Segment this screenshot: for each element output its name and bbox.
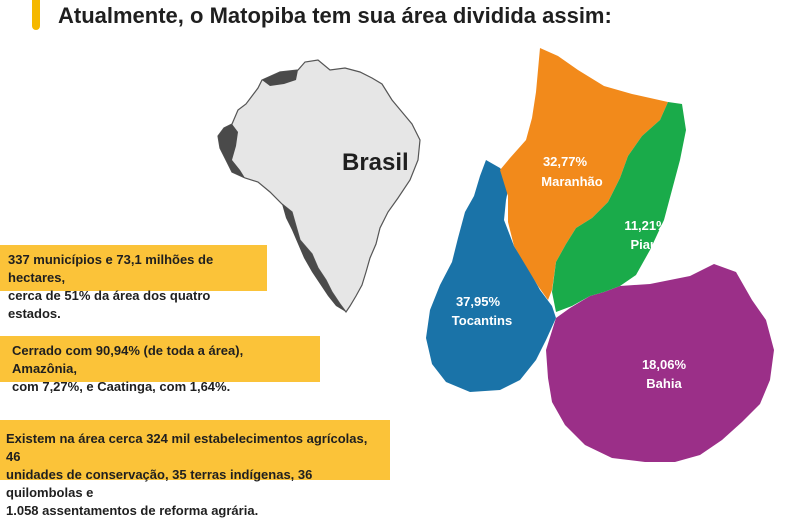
label-bahia-name: Bahia <box>646 376 682 391</box>
page-title: Atualmente, o Matopiba tem sua área divi… <box>58 3 612 28</box>
label-piaui-percent: 11,21% <box>624 218 668 233</box>
info-box-line: 337 municípios e 73,1 milhões de hectare… <box>8 252 214 285</box>
region-tocantins <box>426 160 556 392</box>
label-tocantins-name: Tocantins <box>452 313 512 328</box>
info-box-estabelecimentos: Existem na área cerca 324 mil estabeleci… <box>0 420 390 518</box>
info-box-line: unidades de conservação, 35 terras indíg… <box>6 467 313 500</box>
label-piaui-name: Piauí <box>630 237 661 252</box>
region-piaui <box>552 102 686 312</box>
info-box-line: Cerrado com 90,94% (de toda a área), Ama… <box>12 343 244 376</box>
matopiba-map: Brasil 32,77% Maranhão 11,21% Piauí 37,9… <box>217 48 774 462</box>
label-bahia-percent: 18,06% <box>642 357 687 372</box>
region-maranhao <box>500 48 668 300</box>
info-box-line: cerca de 51% da área dos quatro estados. <box>8 288 211 321</box>
label-tocantins-percent: 37,95% <box>456 294 501 309</box>
info-box-line: 1.058 assentamentos de reforma agrária. <box>6 503 259 518</box>
info-box-line: com 7,27%, e Caatinga, com 1,64%. <box>12 379 231 394</box>
accent-bar <box>32 0 40 30</box>
info-box-biomas: Cerrado com 90,94% (de toda a área), Ama… <box>0 336 320 394</box>
brasil-label: Brasil <box>342 149 409 176</box>
brasil-map: Brasil <box>217 59 421 314</box>
info-box-line: Existem na área cerca 324 mil estabeleci… <box>6 431 368 464</box>
region-bahia <box>546 264 774 462</box>
info-box-municipios: 337 municípios e 73,1 milhões de hectare… <box>0 245 267 321</box>
label-maranhao-percent: 32,77% <box>543 154 588 169</box>
label-maranhao-name: Maranhão <box>541 174 602 189</box>
